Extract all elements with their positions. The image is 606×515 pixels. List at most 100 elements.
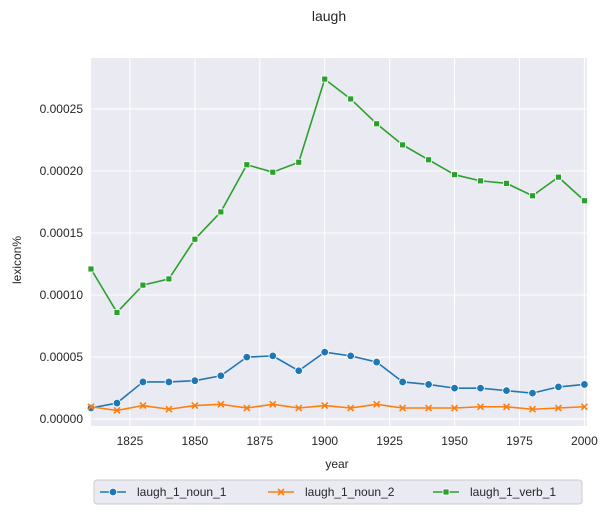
y-tick-label: 0.00020 bbox=[40, 164, 84, 178]
data-point bbox=[139, 281, 147, 289]
data-point bbox=[425, 404, 433, 412]
y-tick-label: 0.00015 bbox=[40, 226, 84, 240]
x-tick-label: 1850 bbox=[182, 434, 209, 448]
legend-marker bbox=[108, 487, 118, 497]
legend-label: laugh_1_verb_1 bbox=[470, 485, 556, 499]
data-point bbox=[347, 95, 355, 103]
data-point bbox=[321, 75, 329, 83]
data-point bbox=[165, 275, 173, 283]
data-point bbox=[295, 158, 303, 166]
x-axis-label: year bbox=[325, 457, 348, 471]
data-point bbox=[502, 403, 511, 411]
data-point bbox=[164, 377, 174, 387]
data-point bbox=[113, 406, 121, 415]
x-tick-label: 1900 bbox=[311, 434, 338, 448]
y-tick-label: 0.00010 bbox=[40, 288, 84, 302]
data-point bbox=[399, 404, 407, 412]
series-laugh_1_verb_1 bbox=[87, 75, 588, 316]
data-point bbox=[529, 192, 536, 200]
data-point bbox=[503, 179, 510, 187]
data-point bbox=[372, 357, 381, 367]
data-point bbox=[347, 404, 355, 412]
data-point bbox=[269, 168, 277, 176]
series-laugh_1_noun_2 bbox=[87, 400, 588, 415]
data-point bbox=[346, 351, 355, 361]
legend-label: laugh_1_noun_1 bbox=[137, 485, 227, 499]
data-point bbox=[87, 265, 95, 273]
data-point bbox=[398, 377, 407, 387]
legend-marker bbox=[277, 488, 285, 496]
data-point bbox=[451, 171, 458, 179]
data-point bbox=[191, 401, 199, 410]
legend-box bbox=[93, 479, 583, 505]
data-point bbox=[86, 403, 96, 413]
x-tick-label: 2000 bbox=[571, 434, 598, 448]
x-tick-label: 1925 bbox=[376, 434, 403, 448]
legend: laugh_1_noun_1 laugh_1_noun_2 laugh_1_verb… bbox=[93, 479, 583, 505]
legend-item: laugh_1_noun_1 bbox=[100, 485, 227, 499]
data-point bbox=[373, 400, 381, 408]
data-point bbox=[268, 351, 277, 361]
data-point bbox=[217, 400, 225, 408]
series-laugh_1_noun_1 bbox=[86, 347, 589, 413]
data-point bbox=[321, 401, 329, 410]
data-point bbox=[190, 376, 200, 385]
data-point bbox=[554, 382, 563, 392]
data-point bbox=[191, 235, 199, 243]
data-point bbox=[112, 398, 122, 408]
y-tick-label: 0.00005 bbox=[40, 350, 84, 364]
data-point bbox=[295, 404, 303, 412]
data-point bbox=[502, 386, 511, 395]
data-point bbox=[528, 388, 537, 398]
data-point bbox=[165, 405, 173, 413]
data-point bbox=[294, 366, 303, 375]
y-tick-label: 0.00025 bbox=[40, 102, 84, 116]
series-layer bbox=[86, 75, 589, 415]
data-point bbox=[555, 173, 562, 181]
data-point bbox=[476, 383, 485, 393]
legend-marker bbox=[442, 488, 450, 496]
x-axis-ticks: 1825 1850 1875 1900 1925 1950 1975 2000 bbox=[117, 434, 598, 448]
y-axis-label: lexicon% bbox=[10, 236, 24, 284]
data-point bbox=[216, 371, 226, 380]
data-point bbox=[243, 404, 251, 412]
x-tick-label: 1825 bbox=[117, 434, 144, 448]
data-point bbox=[476, 403, 485, 411]
data-point bbox=[373, 120, 381, 128]
data-point bbox=[528, 405, 537, 413]
x-tick-label: 1875 bbox=[246, 434, 273, 448]
y-tick-label: 0.00000 bbox=[40, 412, 84, 426]
series-line bbox=[90, 403, 585, 412]
legend-item: laugh_1_noun_2 bbox=[268, 485, 395, 499]
data-point bbox=[113, 309, 121, 316]
chart-title: laugh bbox=[312, 8, 346, 24]
data-point bbox=[243, 161, 251, 169]
data-point bbox=[580, 380, 589, 389]
data-point bbox=[477, 177, 484, 185]
legend-label: laugh_1_noun_2 bbox=[305, 485, 395, 499]
y-axis-ticks: 0.00000 0.00005 0.00010 0.00015 0.00020 0.000… bbox=[40, 102, 84, 426]
data-point bbox=[399, 141, 407, 149]
x-tick-label: 1975 bbox=[506, 434, 533, 448]
data-point bbox=[450, 404, 459, 412]
data-point bbox=[450, 383, 459, 393]
series-line bbox=[90, 78, 585, 314]
legend-item: laugh_1_verb_1 bbox=[433, 485, 556, 499]
data-point bbox=[217, 208, 225, 216]
data-point bbox=[139, 401, 147, 410]
data-point bbox=[581, 197, 588, 205]
data-point bbox=[425, 156, 432, 164]
data-point bbox=[424, 380, 433, 389]
plot-area bbox=[91, 58, 587, 426]
data-point bbox=[242, 352, 252, 362]
data-point bbox=[320, 347, 329, 357]
data-point bbox=[580, 403, 588, 411]
data-point bbox=[554, 404, 563, 412]
data-point bbox=[269, 400, 277, 408]
x-tick-label: 1950 bbox=[441, 434, 468, 448]
data-point bbox=[138, 377, 148, 387]
series-line bbox=[90, 351, 585, 409]
data-point bbox=[87, 403, 95, 411]
gridlines bbox=[91, 58, 587, 426]
